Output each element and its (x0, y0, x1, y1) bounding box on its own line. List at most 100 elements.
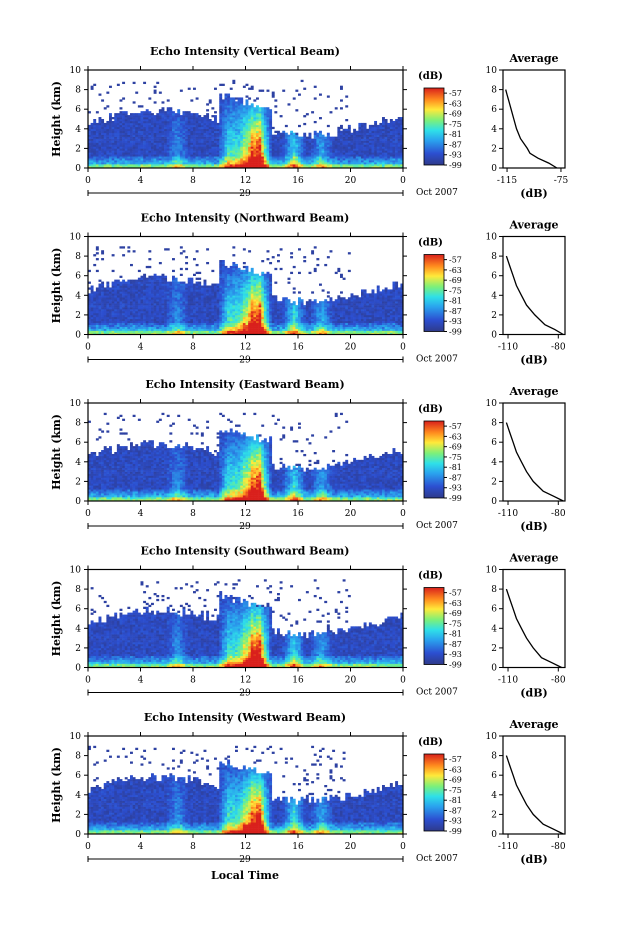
average-y-tick-label: 2 (491, 644, 497, 654)
average-frame (502, 568, 566, 669)
average-y-tick-label: 0 (491, 164, 497, 174)
colorbar-tick-label: -93 (449, 151, 462, 160)
average-y-tick-label: 10 (486, 233, 498, 243)
x-tick-label: 8 (190, 842, 196, 852)
colorbar (423, 254, 445, 332)
colorbar-unit: (dB) (418, 71, 443, 82)
panel-3: Echo Intensity (Eastward Beam) 0 2 4 6 8 10 Hei… (50, 378, 566, 533)
average-y-tick-label: 0 (491, 664, 497, 674)
colorbar-tick-label: -75 (449, 120, 462, 129)
colorbar-tick-label: -75 (449, 786, 462, 795)
x-tick-label: 0 (400, 842, 406, 852)
x-tick-label: 20 (345, 676, 357, 686)
colorbar-tick-label: -93 (449, 484, 462, 493)
y-tick-label: 10 (70, 399, 82, 409)
panel-title: Echo Intensity (Northward Beam) (141, 212, 350, 225)
average-y-tick-label: 10 (486, 566, 498, 576)
average-y-tick-label: 2 (491, 477, 497, 487)
day-label: 29 (239, 522, 251, 532)
x-tick-label: 4 (138, 676, 144, 686)
colorbar-tick-label: -69 (449, 443, 462, 452)
y-tick-label: 2 (75, 144, 81, 154)
average-y-tick-label: 4 (491, 125, 497, 135)
y-tick-label: 6 (75, 605, 81, 615)
colorbar-tick-label: -57 (449, 589, 462, 598)
average-x-tick-label: -80 (551, 842, 566, 852)
average-x-tick-label: -110 (498, 343, 518, 353)
y-tick-label: 6 (75, 438, 81, 448)
y-tick-label: 4 (75, 291, 81, 301)
x-tick-label: 12 (240, 676, 251, 686)
average-y-tick-label: 8 (491, 252, 497, 262)
day-label: 29 (239, 356, 251, 366)
panel-title: Echo Intensity (Westward Beam) (144, 711, 346, 724)
colorbar-tick-label: -93 (449, 817, 462, 826)
colorbar-tick-label: -81 (449, 463, 462, 472)
colorbar-tick-label: -99 (449, 161, 462, 170)
y-axis-label: Height (km) (50, 747, 63, 823)
y-tick-label: 2 (75, 810, 81, 820)
average-frame (502, 402, 566, 502)
average-y-tick-label: 2 (491, 144, 497, 154)
x-tick-label: 16 (292, 509, 304, 519)
colorbar-tick-label: -63 (449, 765, 462, 774)
y-tick-label: 0 (75, 331, 81, 341)
panel-5: Echo Intensity (Westward Beam) 0 2 4 6 8 10 Hei… (50, 711, 566, 866)
date-label: Oct 2007 (416, 521, 458, 531)
x-tick-label: 0 (85, 842, 91, 852)
average-y-tick-label: 8 (491, 86, 497, 96)
colorbar-tick-label: -69 (449, 110, 462, 119)
average-y-tick-label: 10 (486, 399, 498, 409)
y-tick-label: 2 (75, 644, 81, 654)
y-axis-label: Height (km) (50, 81, 63, 157)
average-profile-line (505, 755, 564, 835)
x-tick-label: 8 (190, 509, 196, 519)
colorbar-tick-label: -69 (449, 776, 462, 785)
x-tick-label: 12 (240, 176, 251, 186)
day-label: 29 (239, 689, 251, 699)
x-tick-label: 12 (240, 509, 251, 519)
panel-4: Echo Intensity (Southward Beam) 0 2 4 6 8 10 He… (50, 545, 566, 700)
colorbar-tick-label: -69 (449, 276, 462, 285)
y-tick-label: 0 (75, 664, 81, 674)
x-tick-label: 0 (85, 176, 91, 186)
average-frame (502, 69, 566, 169)
x-tick-label: 4 (138, 343, 144, 353)
x-tick-label: 12 (240, 343, 251, 353)
average-frame (502, 235, 566, 336)
average-title: Average (508, 52, 558, 65)
average-y-tick-label: 10 (486, 66, 498, 76)
y-tick-label: 10 (70, 566, 82, 576)
average-y-tick-label: 2 (491, 311, 497, 321)
colorbar-unit: (dB) (418, 571, 443, 582)
average-x-label: (dB) (520, 853, 547, 866)
average-x-label: (dB) (520, 520, 547, 533)
colorbar-tick-label: -57 (449, 422, 462, 431)
x-axis-label-local-time: Local Time (211, 869, 279, 882)
panel-title: Echo Intensity (Eastward Beam) (145, 378, 344, 391)
average-y-tick-label: 2 (491, 810, 497, 820)
y-axis-label: Height (km) (50, 581, 63, 657)
average-title: Average (508, 385, 558, 398)
colorbar-tick-label: -87 (449, 640, 462, 649)
y-tick-label: 2 (75, 311, 81, 321)
x-tick-label: 0 (400, 176, 406, 186)
colorbar-tick-label: -75 (449, 453, 462, 462)
y-axis-label: Height (km) (50, 248, 63, 324)
y-tick-label: 8 (75, 585, 81, 595)
colorbar (423, 587, 445, 665)
colorbar-unit: (dB) (418, 404, 443, 415)
x-tick-label: 0 (400, 343, 406, 353)
y-tick-label: 8 (75, 252, 81, 262)
average-y-tick-label: 0 (491, 830, 497, 840)
x-tick-label: 20 (345, 842, 357, 852)
colorbar-tick-label: -81 (449, 796, 462, 805)
average-y-tick-label: 4 (491, 458, 497, 468)
average-x-tick-label: -110 (498, 676, 518, 686)
average-profile-line (505, 422, 564, 502)
x-tick-label: 20 (345, 509, 357, 519)
colorbar-tick-label: -99 (449, 494, 462, 503)
x-tick-label: 16 (292, 343, 304, 353)
average-y-tick-label: 8 (491, 752, 497, 762)
